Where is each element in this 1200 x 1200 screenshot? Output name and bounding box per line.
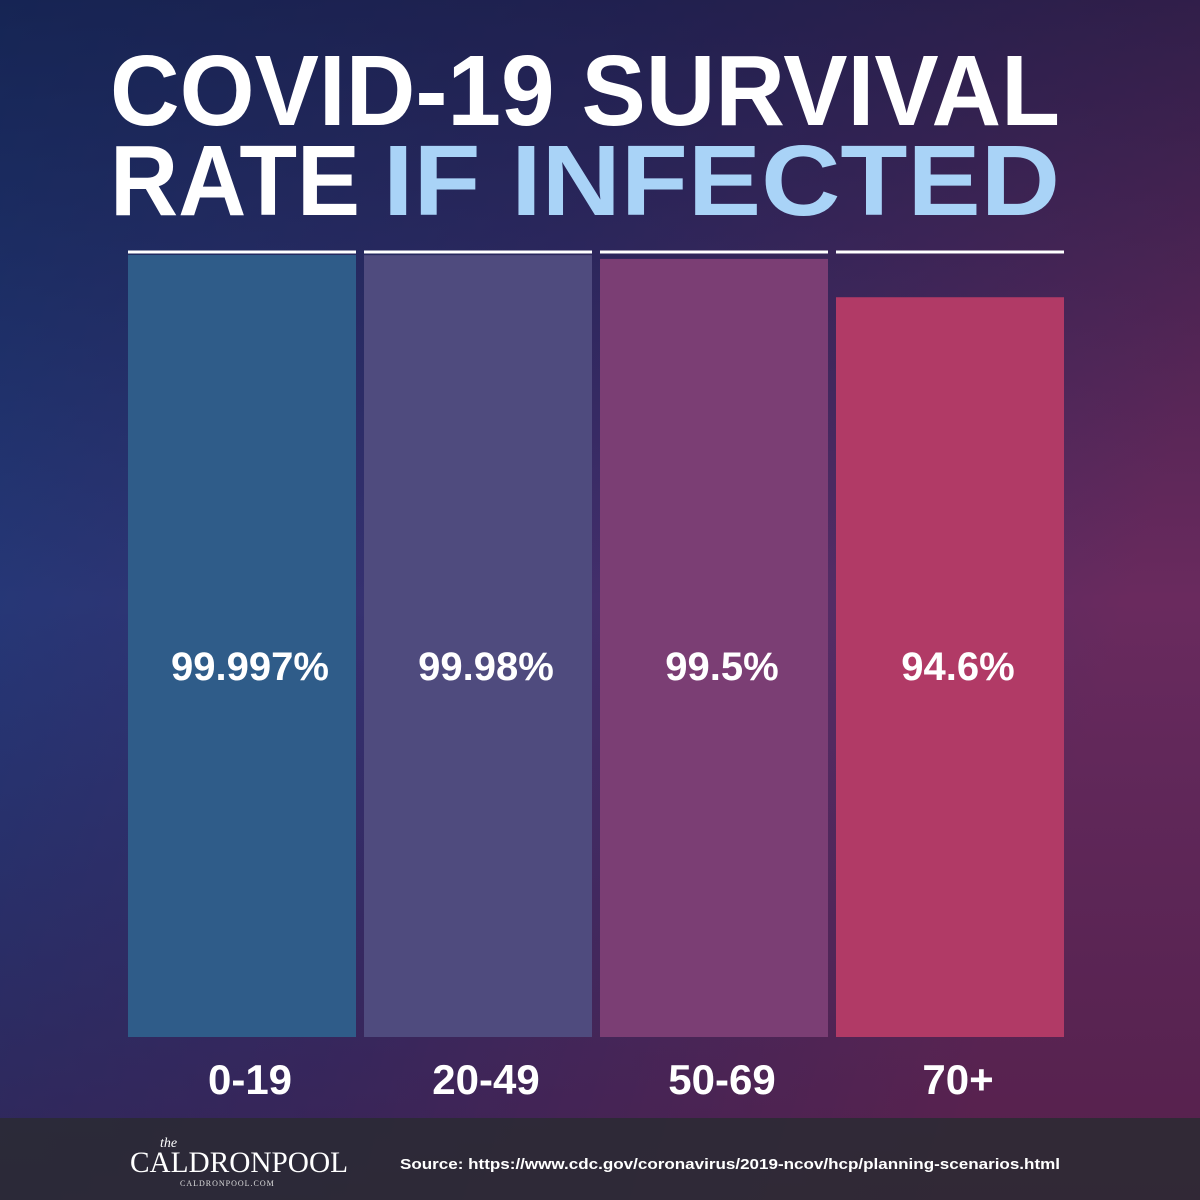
logo: CALDRONPOOL bbox=[130, 1146, 348, 1179]
x-tick-label: 20-49 bbox=[432, 1056, 539, 1103]
bar bbox=[128, 255, 356, 1038]
value-label: 99.98% bbox=[418, 645, 554, 689]
source: Source: https://www.cdc.gov/coronavirus/… bbox=[400, 1156, 1060, 1173]
bar bbox=[836, 297, 1064, 1037]
value-label: 99.997% bbox=[171, 645, 329, 689]
bar bbox=[364, 255, 592, 1038]
title-line1: COVID-19 SURVIVAL bbox=[110, 35, 1060, 147]
logo-small: the bbox=[160, 1136, 177, 1151]
x-tick-label: 70+ bbox=[922, 1056, 993, 1103]
x-tick-label: 0-19 bbox=[208, 1056, 292, 1103]
title-line2: RATE bbox=[110, 125, 360, 237]
value-label: 99.5% bbox=[665, 645, 778, 689]
bars: 99.997% 0-19 99.98% 20-49 99.5% 50-69 94.6% 70+ bbox=[128, 250, 1064, 1103]
value-label: 94.6% bbox=[901, 645, 1014, 689]
footer-band bbox=[0, 1118, 1200, 1200]
logo-url: CALDRONPOOL.COM bbox=[180, 1179, 275, 1188]
x-tick-label: 50-69 bbox=[668, 1056, 775, 1103]
title-highlight: IF INFECTED bbox=[383, 125, 1060, 237]
bar bbox=[600, 258, 828, 1037]
